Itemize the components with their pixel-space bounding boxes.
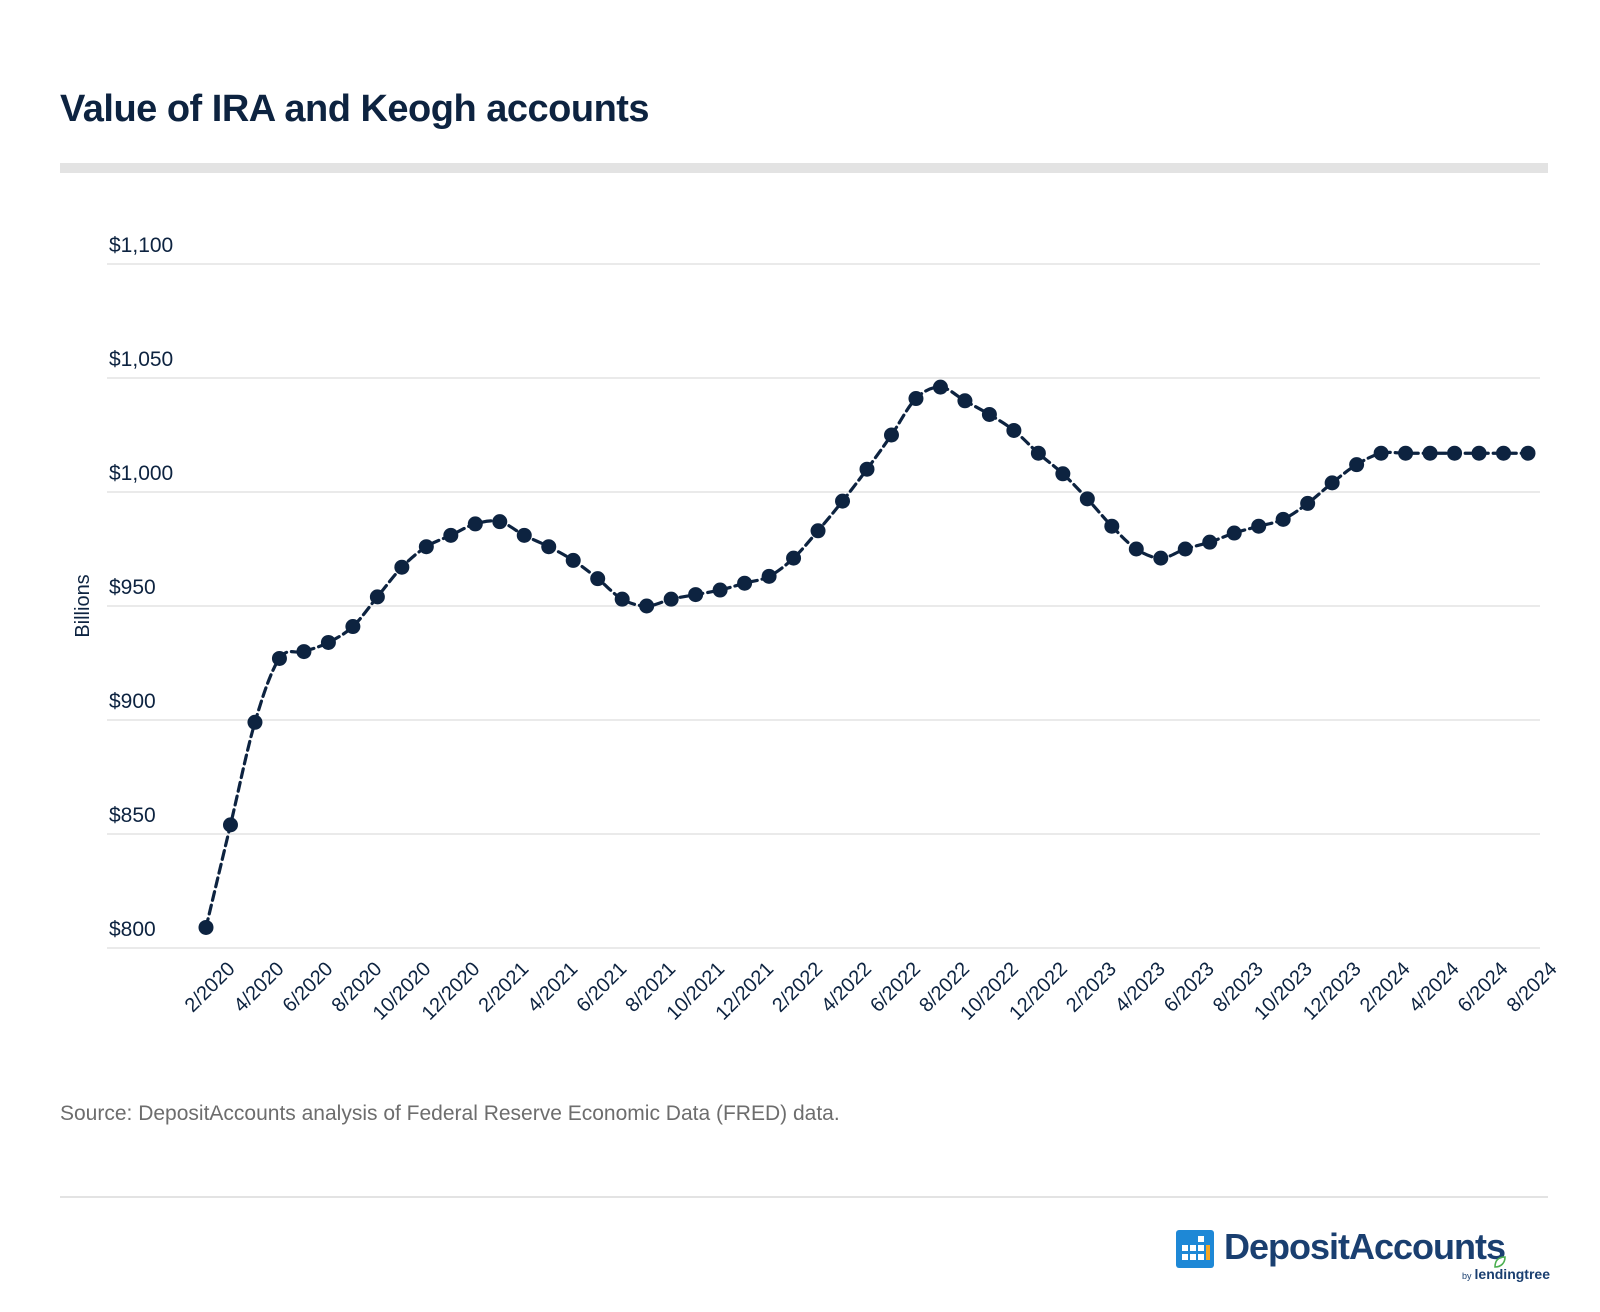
data-point bbox=[1398, 445, 1414, 461]
leaf-icon bbox=[1494, 1256, 1506, 1268]
data-point bbox=[541, 539, 557, 555]
logo-grid-icon bbox=[1176, 1230, 1214, 1268]
data-point bbox=[810, 523, 826, 539]
data-point bbox=[835, 493, 851, 509]
data-point bbox=[1471, 445, 1487, 461]
x-tick-label: 2/2021 bbox=[475, 958, 534, 1017]
x-tick-label: 4/2020 bbox=[230, 958, 289, 1017]
data-point bbox=[932, 379, 948, 395]
data-point bbox=[198, 919, 214, 935]
x-tick-label: 4/2024 bbox=[1405, 958, 1464, 1017]
data-point bbox=[1177, 541, 1193, 557]
data-point bbox=[320, 634, 336, 650]
data-point bbox=[1300, 495, 1316, 511]
x-tick-label: 4/2022 bbox=[817, 958, 876, 1017]
data-point bbox=[859, 461, 875, 477]
y-tick-label: $1,050 bbox=[109, 348, 173, 371]
data-point bbox=[1104, 518, 1120, 534]
x-tick-label: 2/2024 bbox=[1356, 958, 1415, 1017]
page-title: Value of IRA and Keogh accounts bbox=[60, 88, 650, 130]
data-point bbox=[443, 527, 459, 543]
chart: $800 $850 $900 $950 $1,000 $1,050 $1,100 Billio… bbox=[72, 234, 1562, 1025]
y-axis-label: Billions bbox=[72, 574, 94, 637]
x-tick-label: 6/2023 bbox=[1160, 958, 1219, 1017]
data-point bbox=[1055, 466, 1071, 482]
data-point bbox=[712, 582, 728, 598]
y-tick-label: $850 bbox=[109, 804, 156, 827]
x-tick-label: 4/2021 bbox=[523, 958, 582, 1017]
data-point bbox=[688, 587, 704, 603]
data-point bbox=[467, 516, 483, 532]
data-point bbox=[761, 568, 777, 584]
data-point bbox=[639, 598, 655, 614]
data-point bbox=[418, 539, 434, 555]
data-point bbox=[1373, 445, 1389, 461]
data-point bbox=[737, 575, 753, 591]
data-point bbox=[1447, 445, 1463, 461]
data-point bbox=[786, 550, 802, 566]
x-tick-label: 2/2020 bbox=[181, 958, 240, 1017]
data-point bbox=[1422, 445, 1438, 461]
logo-lendingtree: by lendingtree bbox=[1462, 1266, 1550, 1282]
data-point bbox=[1128, 541, 1144, 557]
logo-lendingtree-text: lendingtree bbox=[1474, 1266, 1550, 1282]
data-point bbox=[1079, 491, 1095, 507]
data-point bbox=[1349, 457, 1365, 473]
data-point bbox=[394, 559, 410, 575]
x-tick-label: 8/2024 bbox=[1503, 958, 1562, 1017]
x-tick-label: 4/2023 bbox=[1111, 958, 1170, 1017]
data-point bbox=[1030, 445, 1046, 461]
data-point bbox=[1520, 445, 1536, 461]
y-tick-label: $950 bbox=[109, 576, 156, 599]
data-point bbox=[222, 817, 238, 833]
data-point bbox=[516, 527, 532, 543]
title-divider bbox=[60, 163, 1548, 173]
data-point bbox=[1153, 550, 1169, 566]
data-point bbox=[663, 591, 679, 607]
y-tick-label: $1,100 bbox=[109, 234, 173, 257]
y-tick-label: $800 bbox=[109, 918, 156, 941]
depositaccounts-logo[interactable]: DepositAccounts by lendingtree bbox=[1176, 1226, 1550, 1288]
data-point bbox=[981, 406, 997, 422]
x-tick-label: 2/2023 bbox=[1062, 958, 1121, 1017]
data-point bbox=[614, 591, 630, 607]
data-point bbox=[1496, 445, 1512, 461]
data-point bbox=[369, 589, 385, 605]
data-point bbox=[1226, 525, 1242, 541]
data-point bbox=[1324, 475, 1340, 491]
footer-divider bbox=[60, 1196, 1548, 1198]
data-point bbox=[1202, 534, 1218, 550]
data-point bbox=[296, 644, 312, 660]
x-tick-label: 6/2021 bbox=[572, 958, 631, 1017]
y-tick-label: $1,000 bbox=[109, 462, 173, 485]
logo-by: by bbox=[1462, 1271, 1472, 1281]
data-point bbox=[908, 391, 924, 407]
y-tick-label: $900 bbox=[109, 690, 156, 713]
data-point bbox=[271, 650, 287, 666]
data-point bbox=[247, 714, 263, 730]
x-tick-label: 2/2022 bbox=[768, 958, 827, 1017]
data-point bbox=[1251, 518, 1267, 534]
data-point bbox=[1275, 511, 1291, 527]
data-point bbox=[957, 393, 973, 409]
x-tick-label: 6/2020 bbox=[279, 958, 338, 1017]
x-tick-label: 6/2022 bbox=[866, 958, 925, 1017]
logo-wordmark: DepositAccounts bbox=[1224, 1226, 1506, 1267]
data-point bbox=[883, 427, 899, 443]
source-note: Source: DepositAccounts analysis of Fede… bbox=[60, 1102, 840, 1125]
x-tick-label: 6/2024 bbox=[1454, 958, 1513, 1017]
data-point bbox=[345, 619, 361, 635]
data-point bbox=[492, 514, 508, 530]
data-point bbox=[1006, 422, 1022, 438]
data-point bbox=[565, 552, 581, 568]
data-point bbox=[590, 571, 606, 587]
